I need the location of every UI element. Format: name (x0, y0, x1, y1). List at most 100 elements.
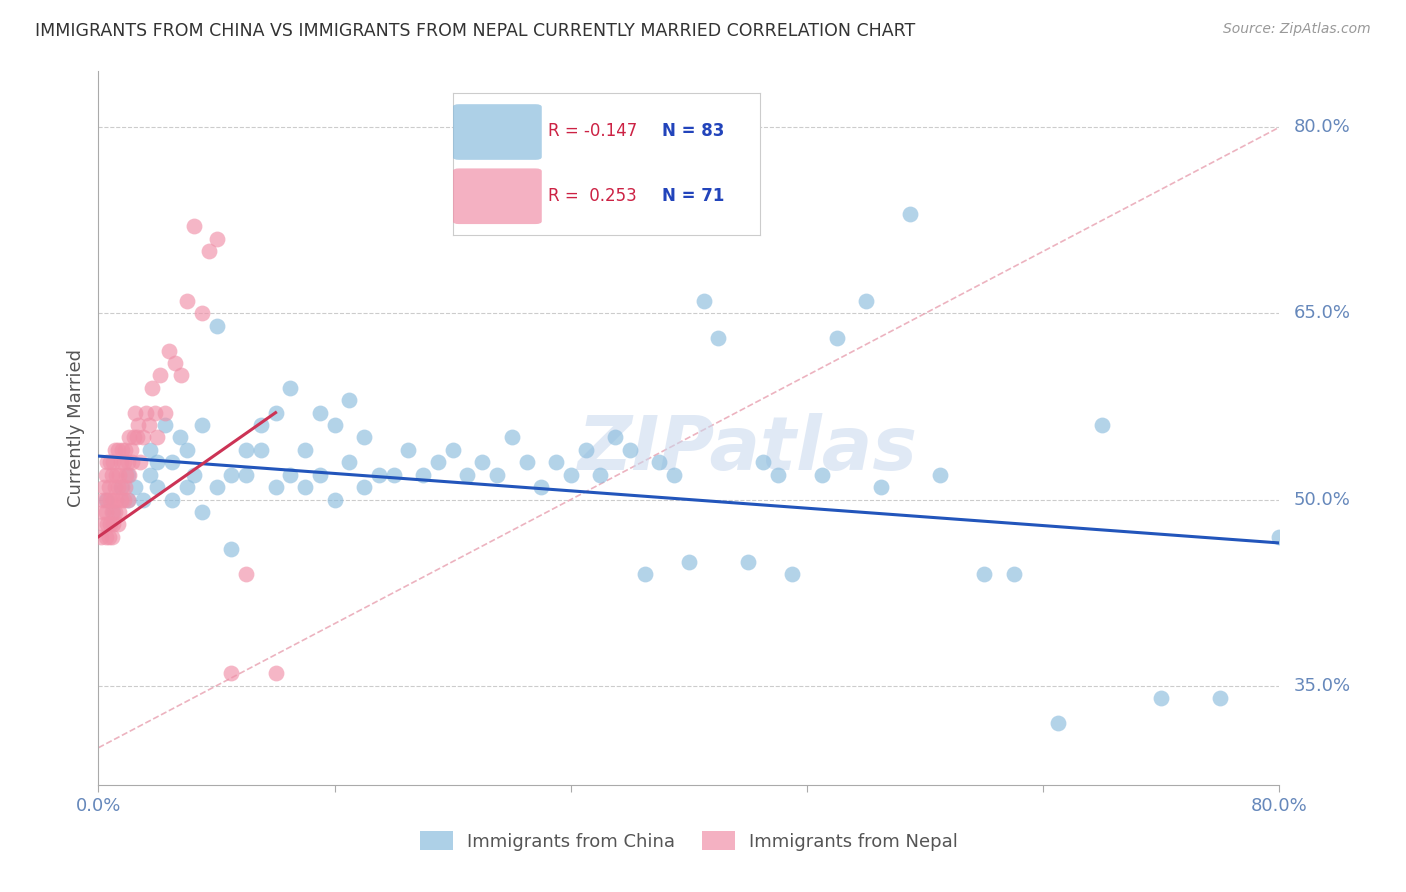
Point (110, 492, 132, 507)
Point (294, 442, 316, 457)
Point (93, 480, 115, 494)
Point (412, 467, 434, 482)
Point (752, 455, 775, 469)
Point (111, 442, 134, 457)
Point (132, 430, 155, 444)
Point (855, 293, 877, 308)
Point (766, 467, 789, 482)
Point (127, 418, 149, 433)
Point (104, 442, 127, 457)
Point (91, 492, 114, 507)
Point (353, 480, 375, 494)
Point (122, 430, 145, 444)
Point (103, 455, 125, 469)
Point (143, 406, 166, 420)
Point (128, 455, 150, 469)
Point (108, 467, 131, 482)
Point (141, 381, 163, 395)
Point (146, 430, 169, 444)
Point (100, 467, 122, 482)
Point (118, 467, 141, 482)
Point (108, 505, 131, 519)
Point (664, 467, 686, 482)
Point (648, 455, 671, 469)
Legend: Immigrants from China, Immigrants from Nepal: Immigrants from China, Immigrants from N… (413, 824, 965, 858)
Point (162, 492, 183, 507)
Point (486, 467, 509, 482)
Point (139, 467, 162, 482)
Point (153, 406, 176, 420)
Point (191, 306, 214, 320)
Point (634, 566, 657, 581)
Point (107, 517, 129, 532)
Point (457, 467, 479, 482)
Point (157, 343, 180, 358)
Point (183, 467, 205, 482)
Point (198, 244, 221, 259)
Point (546, 455, 568, 469)
Point (605, 430, 627, 444)
Point (98, 492, 121, 507)
Point (339, 455, 361, 469)
Point (1091, 418, 1114, 433)
Point (929, 467, 952, 482)
Point (280, 381, 302, 395)
Text: 35.0%: 35.0% (1294, 677, 1351, 695)
Point (94, 492, 117, 507)
Point (294, 480, 316, 494)
Point (737, 555, 759, 569)
Point (205, 480, 228, 494)
Point (516, 455, 538, 469)
Point (94, 467, 117, 482)
Y-axis label: Currently Married: Currently Married (66, 349, 84, 508)
Point (782, 566, 804, 581)
Point (114, 480, 136, 494)
Point (339, 393, 361, 408)
Point (98, 455, 121, 469)
Point (124, 406, 146, 420)
Point (91, 505, 114, 519)
Point (575, 442, 598, 457)
Point (94, 530, 117, 544)
Point (264, 480, 287, 494)
Point (146, 455, 169, 469)
Point (205, 232, 228, 246)
Point (221, 542, 243, 557)
Point (221, 666, 243, 681)
Text: IMMIGRANTS FROM CHINA VS IMMIGRANTS FROM NEPAL CURRENTLY MARRIED CORRELATION CHA: IMMIGRANTS FROM CHINA VS IMMIGRANTS FROM… (35, 22, 915, 40)
Point (235, 566, 257, 581)
Point (973, 566, 995, 581)
Point (96, 517, 118, 532)
Point (1002, 566, 1025, 581)
Point (146, 480, 169, 494)
Point (1150, 691, 1173, 706)
Point (120, 442, 142, 457)
Point (149, 368, 172, 383)
Text: Source: ZipAtlas.com: Source: ZipAtlas.com (1223, 22, 1371, 37)
Point (309, 406, 332, 420)
Text: 80.0%: 80.0% (1294, 119, 1350, 136)
Point (117, 467, 139, 482)
Point (96, 492, 118, 507)
Point (100, 530, 122, 544)
Point (191, 505, 214, 519)
Point (323, 418, 346, 433)
Point (309, 467, 332, 482)
Point (162, 455, 183, 469)
Point (471, 455, 494, 469)
Point (1046, 715, 1070, 730)
Point (107, 480, 129, 494)
Point (1209, 691, 1232, 706)
Point (1268, 530, 1291, 544)
Point (105, 492, 128, 507)
Point (264, 666, 287, 681)
Point (900, 207, 922, 221)
Point (693, 293, 716, 308)
Point (870, 480, 893, 494)
Point (382, 467, 405, 482)
Point (170, 368, 193, 383)
Point (117, 492, 139, 507)
Point (280, 467, 302, 482)
Point (235, 442, 257, 457)
Point (707, 331, 730, 345)
